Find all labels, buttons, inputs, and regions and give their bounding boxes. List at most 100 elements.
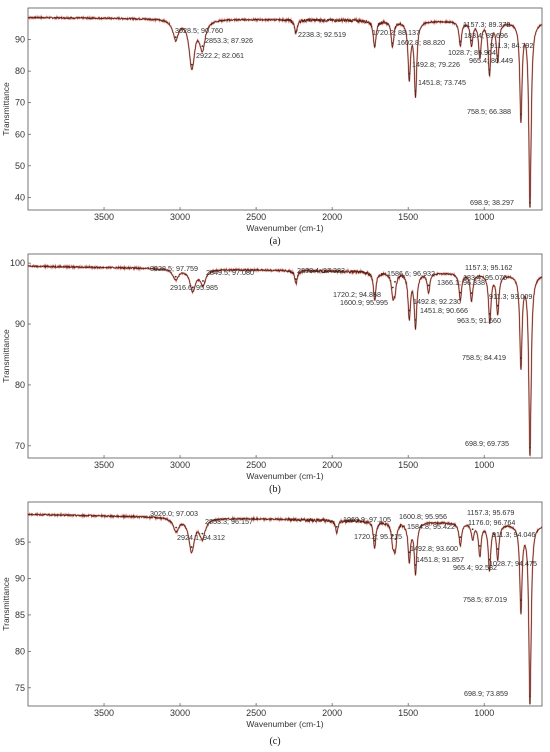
x-tick-label: 2000 [322, 708, 342, 718]
peak-point [391, 286, 394, 289]
peak-label: 1366.1; 96.338 [437, 278, 485, 287]
peak-label: 1028.7; 85.964 [448, 48, 496, 57]
peak-point [414, 564, 417, 566]
spectrum-halo [27, 511, 543, 705]
peak-point [488, 313, 491, 315]
peak-label: 2849.5; 97.080 [206, 268, 254, 277]
y-tick-label: 70 [15, 98, 25, 108]
peak-point [201, 532, 204, 535]
peak-point [496, 55, 499, 57]
peak-label: 1720.2; 88.137 [372, 28, 420, 37]
peak-point [529, 695, 531, 697]
ftir-panel-a: 3500 3000 2500 2000 1500 1000 40 50 60 70 80 90 Wave… [1, 7, 543, 247]
peak-label: 1492.8; 79.226 [412, 60, 460, 69]
spectrum-line [27, 512, 543, 705]
peak-label: 2238.4; 97.383 [297, 266, 345, 275]
y-tick-label: 50 [15, 161, 25, 171]
x-axis-label: Wavenumber (cm-1) [246, 719, 323, 729]
peak-point [496, 548, 499, 550]
peak-point [470, 39, 473, 42]
peak-label: 1451.8; 90.666 [420, 306, 468, 315]
peak-point [391, 42, 394, 45]
y-tick-label: 90 [15, 319, 25, 329]
peak-label: 1586.6; 96.932 [387, 269, 435, 278]
y-tick-label: 70 [15, 441, 25, 451]
ftir-panel-b: 3500 3000 2500 2000 1500 1000 70 80 90 100 Wavenum… [1, 253, 543, 495]
peak-label: 758.5; 87.019 [463, 595, 507, 604]
x-axis-label: Wavenumber (cm-1) [246, 471, 323, 481]
x-tick-label: 2500 [246, 460, 266, 470]
peak-point [520, 357, 522, 359]
peak-point [529, 446, 531, 449]
x-tick-label: 3500 [94, 212, 114, 222]
peak-point [295, 30, 297, 33]
peak-point [459, 536, 462, 539]
peak-label: 3026.0; 97.003 [150, 509, 198, 518]
x-tick-label: 2000 [322, 460, 342, 470]
peak-point [191, 63, 193, 66]
peak-point [471, 528, 474, 531]
peak-label: 965.4; 92.582 [453, 563, 497, 572]
peak-label: 1492.8; 93.600 [410, 544, 458, 553]
peak-label: 1028.7; 94.475 [489, 559, 537, 568]
peak-label: 1157.3; 95.679 [467, 508, 514, 517]
peak-point [496, 304, 499, 307]
peak-point [520, 599, 522, 602]
panel-caption: (a) [269, 236, 280, 247]
peak-point [470, 292, 473, 295]
peak-label: 1720.2; 94.868 [333, 290, 381, 299]
peak-label: 183.4; 95.076 [463, 273, 507, 282]
peak-label: 2853.3; 87.926 [205, 36, 253, 45]
peak-label: 698.9; 69.735 [465, 439, 509, 448]
x-tick-label: 1000 [474, 212, 494, 222]
peak-point [202, 280, 204, 282]
peak-label: 2922.2; 82.061 [196, 51, 244, 60]
peak-point [408, 72, 411, 75]
y-tick-label: 40 [15, 192, 25, 202]
peak-point [408, 309, 411, 312]
y-axis-label: Transmittance [1, 329, 11, 383]
x-tick-label: 3000 [170, 708, 190, 718]
peak-point [427, 284, 430, 287]
peak-point [373, 539, 376, 542]
peak-point [174, 275, 177, 278]
x-tick-label: 2000 [322, 212, 342, 222]
peak-label: 911.3; 93.009 [489, 292, 532, 301]
peak-label: 1157.3; 89.372 [463, 20, 510, 29]
peak-label: 965.4; 80.449 [469, 56, 513, 65]
peak-label: 1600.9; 95.995 [340, 298, 388, 307]
peak-point [190, 546, 193, 548]
x-axis-label: Wavenumber (cm-1) [246, 223, 323, 233]
x-tick-label: 2500 [246, 708, 266, 718]
peak-point [191, 286, 194, 289]
spectrum-halo [27, 13, 543, 208]
peak-label: 1492.8; 92.230 [413, 297, 461, 306]
y-tick-label: 100 [10, 258, 25, 268]
plot-frame [27, 501, 543, 707]
plot-frame [27, 253, 543, 459]
peak-label: 1720.2; 95.215 [354, 532, 402, 541]
peak-label: 1451.8; 91.857 [416, 555, 464, 564]
peak-label: 1969.9; 97.105 [343, 515, 391, 524]
peak-point [488, 558, 491, 561]
x-tick-label: 1500 [398, 212, 418, 222]
peak-label: 2853.3; 96.157 [205, 517, 253, 526]
panel-caption: (b) [269, 484, 281, 495]
peak-point [459, 291, 462, 294]
y-tick-label: 80 [15, 380, 25, 390]
peak-point [520, 113, 522, 115]
peak-label: 1600.8; 95.956 [399, 512, 447, 521]
peak-point [175, 526, 178, 529]
peak-label: 1451.8; 73.745 [418, 78, 466, 87]
x-tick-label: 3000 [170, 460, 190, 470]
peak-point [391, 534, 394, 537]
peak-point [529, 201, 531, 204]
peak-label: 698.9; 38.297 [470, 198, 514, 207]
peak-point [335, 525, 338, 528]
peak-label: 758.5; 84.419 [462, 353, 506, 362]
peak-point [459, 40, 462, 43]
peak-point [373, 293, 376, 296]
x-tick-label: 2500 [246, 212, 266, 222]
x-tick-label: 1000 [474, 708, 494, 718]
